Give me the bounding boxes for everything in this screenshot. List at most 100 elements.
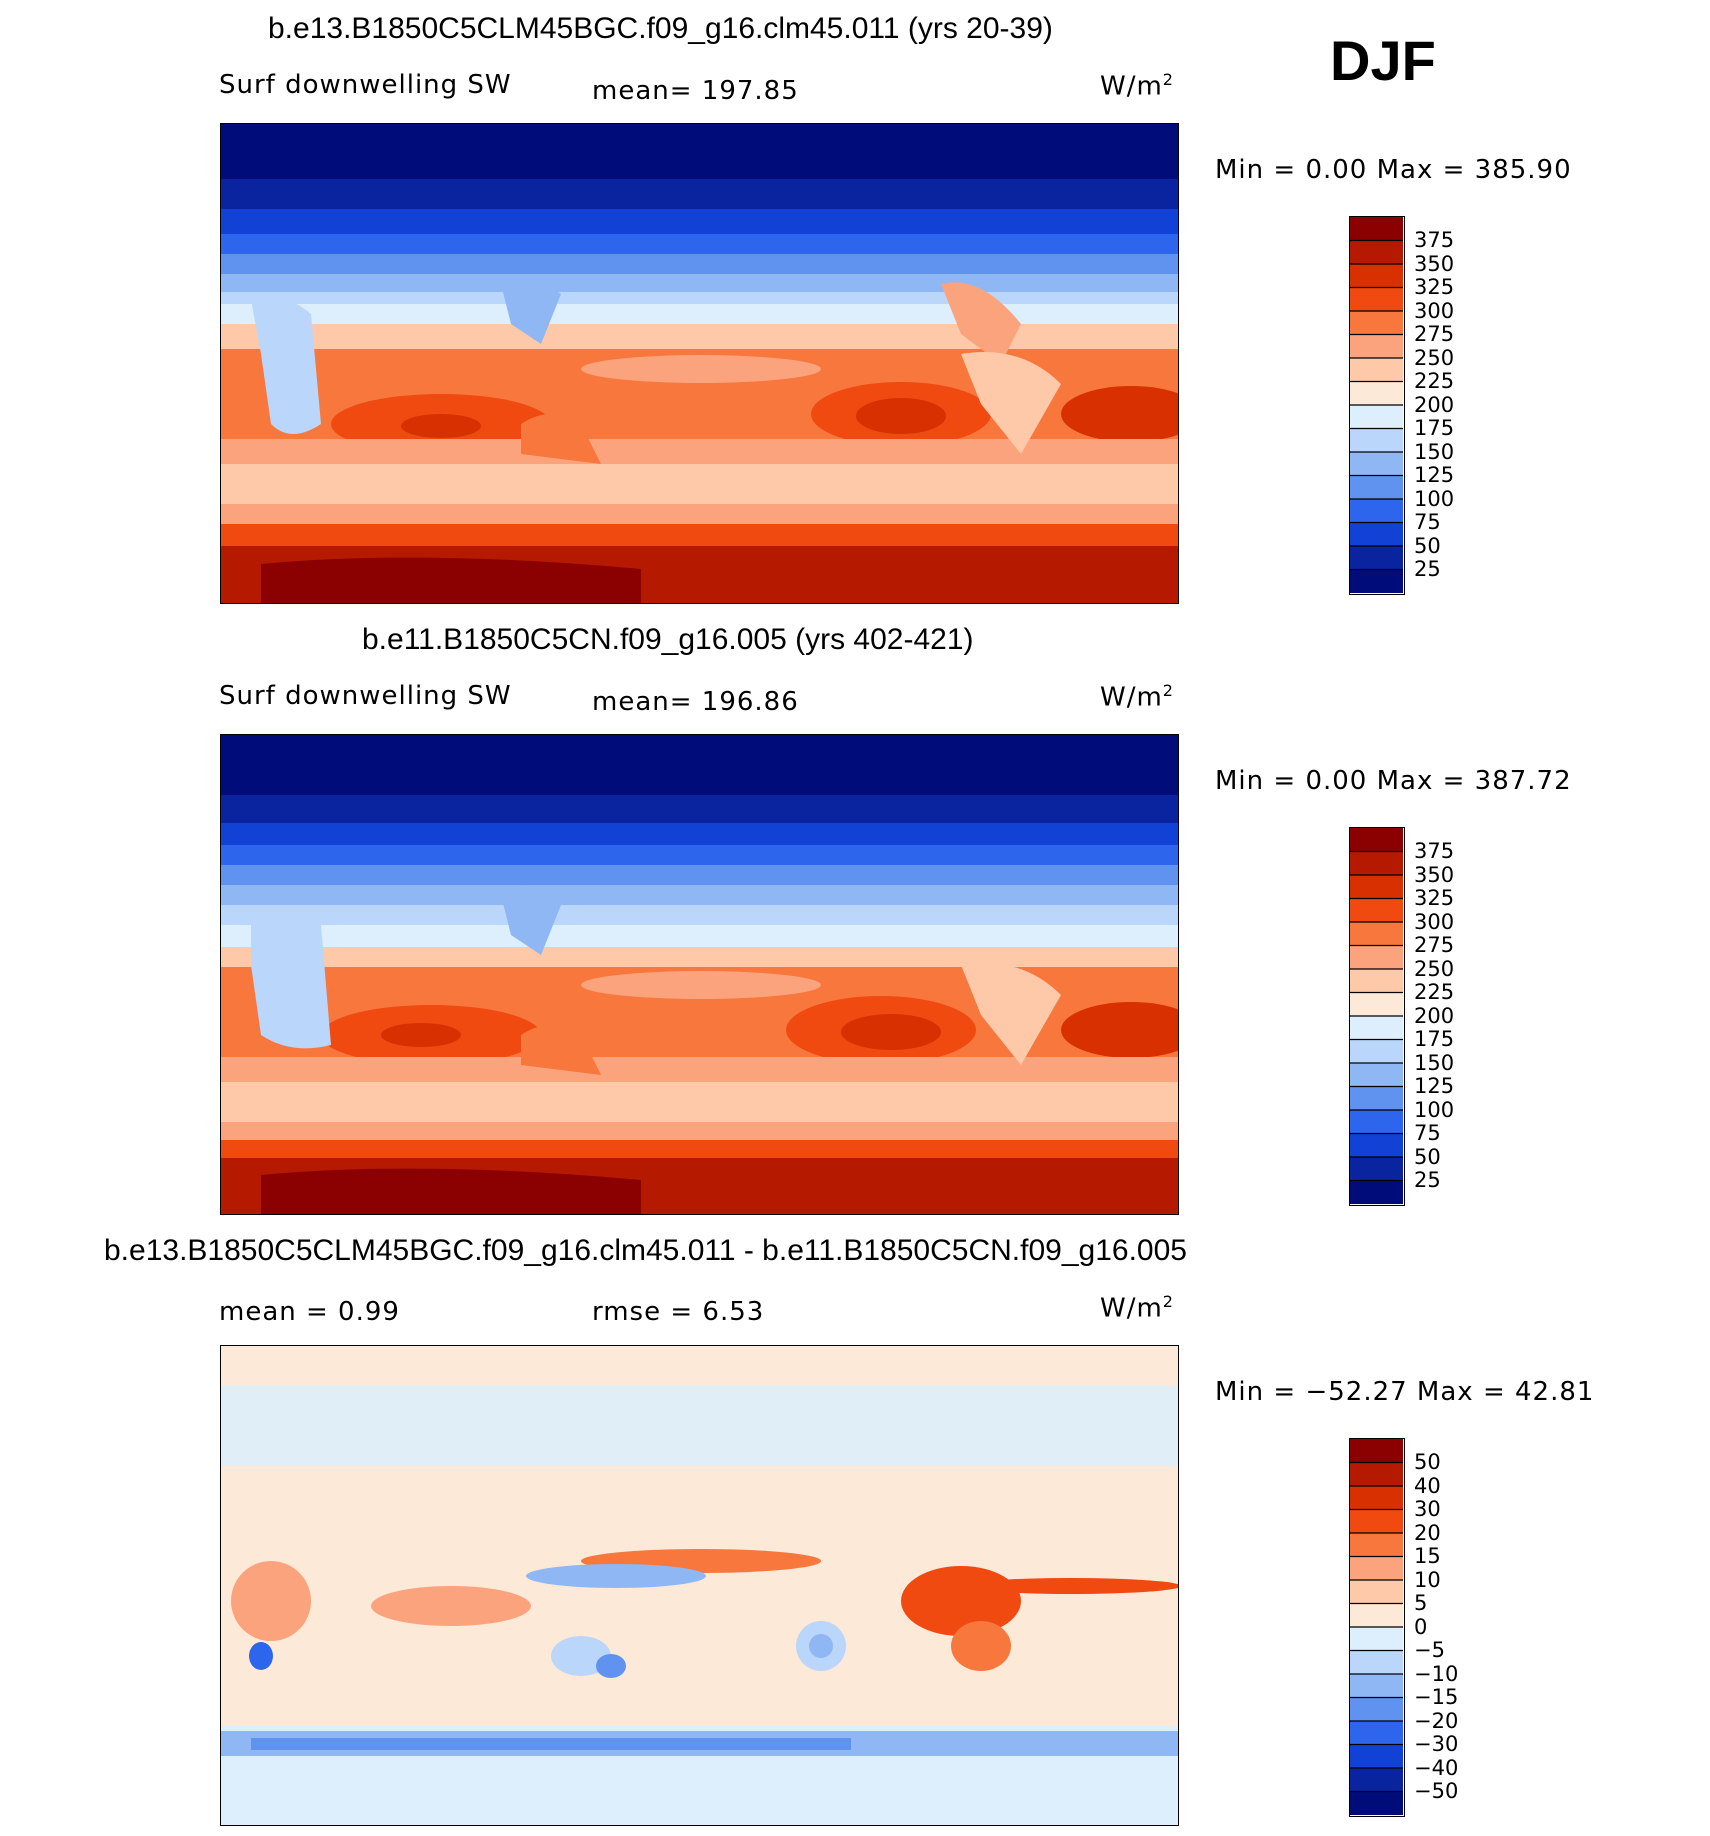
colorbar-swatch — [1350, 1580, 1403, 1604]
colorbar-swatch — [1350, 428, 1403, 453]
colorbar-tick-label: 50 — [1414, 1144, 1441, 1169]
colorbar-swatch — [1350, 1039, 1403, 1064]
colorbar-tick-label: 200 — [1414, 392, 1455, 417]
colorbar-tick-label: 75 — [1414, 1121, 1441, 1145]
colorbar-tick-label: 150 — [1414, 1050, 1455, 1075]
colorbar-tick-label: 250 — [1414, 956, 1455, 981]
colorbar-swatch — [1350, 828, 1403, 852]
colorbar-tick-label: 275 — [1414, 933, 1455, 957]
colorbar-tick-label: 5 — [1414, 1591, 1428, 1615]
colorbar-swatch — [1350, 875, 1403, 899]
colorbar-swatch — [1350, 1486, 1403, 1510]
colorbar-tick-label: 100 — [1414, 1097, 1455, 1122]
panel-3-mean: mean = 0.99 — [219, 1297, 400, 1327]
colorbar-tick-label: 175 — [1414, 1027, 1455, 1051]
colorbar-tick-label: 375 — [1414, 839, 1455, 863]
colorbar-swatch — [1350, 217, 1403, 241]
colorbar-tick-label: −10 — [1414, 1661, 1459, 1686]
panel-3-minmax: Min = −52.27 Max = 42.81 — [1215, 1377, 1595, 1407]
colorbar-swatch — [1350, 287, 1403, 312]
colorbar-tick-label: −5 — [1414, 1638, 1445, 1662]
colorbar-tick-label: −40 — [1414, 1755, 1459, 1780]
panel-2-title: b.e11.B1850C5CN.f09_g16.005 (yrs 402-421… — [362, 623, 974, 656]
panel-2-minmax: Min = 0.00 Max = 387.72 — [1215, 766, 1572, 796]
colorbar-tick-label: 350 — [1414, 251, 1455, 276]
colorbar-swatch — [1350, 1016, 1403, 1040]
panel-2-variable: Surf downwelling SW — [219, 681, 512, 711]
colorbar-swatch — [1350, 1627, 1403, 1651]
colorbar-swatch — [1350, 1533, 1403, 1557]
panel-2-map — [220, 734, 1179, 1215]
panel-2-colorbar — [1349, 827, 1405, 1206]
colorbar-swatch — [1350, 1157, 1403, 1181]
colorbar-tick-label: 50 — [1414, 533, 1441, 558]
colorbar-swatch — [1350, 945, 1403, 970]
panel-3-title: b.e13.B1850C5CLM45BGC.f09_g16.clm45.011 … — [104, 1234, 1187, 1267]
colorbar-swatch — [1350, 1133, 1403, 1158]
colorbar-swatch — [1350, 522, 1403, 547]
colorbar-swatch — [1350, 992, 1403, 1017]
colorbar-swatch — [1350, 264, 1403, 288]
colorbar-tick-label: −20 — [1414, 1708, 1459, 1733]
colorbar-swatch — [1350, 1180, 1403, 1204]
colorbar-swatch — [1350, 1791, 1403, 1815]
colorbar-swatch — [1350, 1768, 1403, 1792]
colorbar-swatch — [1350, 1744, 1403, 1769]
panel-1-colorbar — [1349, 216, 1405, 595]
panel-2-units: W/m2 — [1100, 681, 1174, 713]
colorbar-swatch — [1350, 405, 1403, 429]
colorbar-swatch — [1350, 1509, 1403, 1534]
colorbar-tick-label: 15 — [1414, 1544, 1441, 1568]
panel-1-title: b.e13.B1850C5CLM45BGC.f09_g16.clm45.011 … — [268, 12, 1053, 45]
colorbar-tick-label: 175 — [1414, 416, 1455, 440]
panel-2-mean: mean= 196.86 — [592, 687, 799, 717]
colorbar-tick-label: 25 — [1414, 1168, 1441, 1192]
colorbar-tick-label: −30 — [1414, 1732, 1459, 1756]
panel-1-map — [220, 123, 1179, 604]
colorbar-swatch — [1350, 1697, 1403, 1722]
colorbar-swatch — [1350, 381, 1403, 406]
colorbar-tick-label: −15 — [1414, 1685, 1459, 1709]
panel-1-units: W/m2 — [1100, 70, 1174, 102]
colorbar-tick-label: 275 — [1414, 322, 1455, 346]
season-label: DJF — [1330, 29, 1436, 92]
colorbar-swatch — [1350, 452, 1403, 476]
colorbar-swatch — [1350, 1603, 1403, 1628]
colorbar-swatch — [1350, 969, 1403, 993]
panel-1-minmax: Min = 0.00 Max = 385.90 — [1215, 155, 1572, 185]
colorbar-tick-label: 225 — [1414, 980, 1455, 1004]
colorbar-tick-label: −50 — [1414, 1779, 1459, 1803]
panel-3-units: W/m2 — [1100, 1292, 1174, 1324]
colorbar-tick-label: 375 — [1414, 228, 1455, 252]
colorbar-swatch — [1350, 569, 1403, 593]
colorbar-swatch — [1350, 499, 1403, 523]
colorbar-swatch — [1350, 240, 1403, 265]
colorbar-swatch — [1350, 898, 1403, 923]
colorbar-tick-label: 25 — [1414, 557, 1441, 581]
colorbar-tick-label: 350 — [1414, 862, 1455, 887]
colorbar-tick-label: 200 — [1414, 1003, 1455, 1028]
colorbar-tick-label: 40 — [1414, 1473, 1441, 1498]
colorbar-swatch — [1350, 1063, 1403, 1087]
colorbar-tick-label: 125 — [1414, 1074, 1455, 1098]
colorbar-swatch — [1350, 1721, 1403, 1745]
colorbar-swatch — [1350, 334, 1403, 359]
colorbar-tick-label: 325 — [1414, 886, 1455, 910]
colorbar-tick-label: 10 — [1414, 1567, 1441, 1592]
colorbar-swatch — [1350, 922, 1403, 946]
colorbar-tick-label: 30 — [1414, 1497, 1441, 1521]
colorbar-swatch — [1350, 1110, 1403, 1134]
panel-3-rmse: rmse = 6.53 — [592, 1297, 765, 1327]
colorbar-tick-label: 225 — [1414, 369, 1455, 393]
colorbar-swatch — [1350, 546, 1403, 570]
panel-3-colorbar — [1349, 1438, 1405, 1817]
colorbar-swatch — [1350, 1439, 1403, 1463]
panel-1-mean: mean= 197.85 — [592, 76, 799, 106]
colorbar-tick-label: 0 — [1414, 1614, 1428, 1639]
colorbar-tick-label: 75 — [1414, 510, 1441, 534]
colorbar-tick-label: 100 — [1414, 486, 1455, 511]
colorbar-swatch — [1350, 1462, 1403, 1487]
colorbar-tick-label: 300 — [1414, 909, 1455, 934]
colorbar-swatch — [1350, 851, 1403, 876]
colorbar-tick-label: 20 — [1414, 1520, 1441, 1545]
